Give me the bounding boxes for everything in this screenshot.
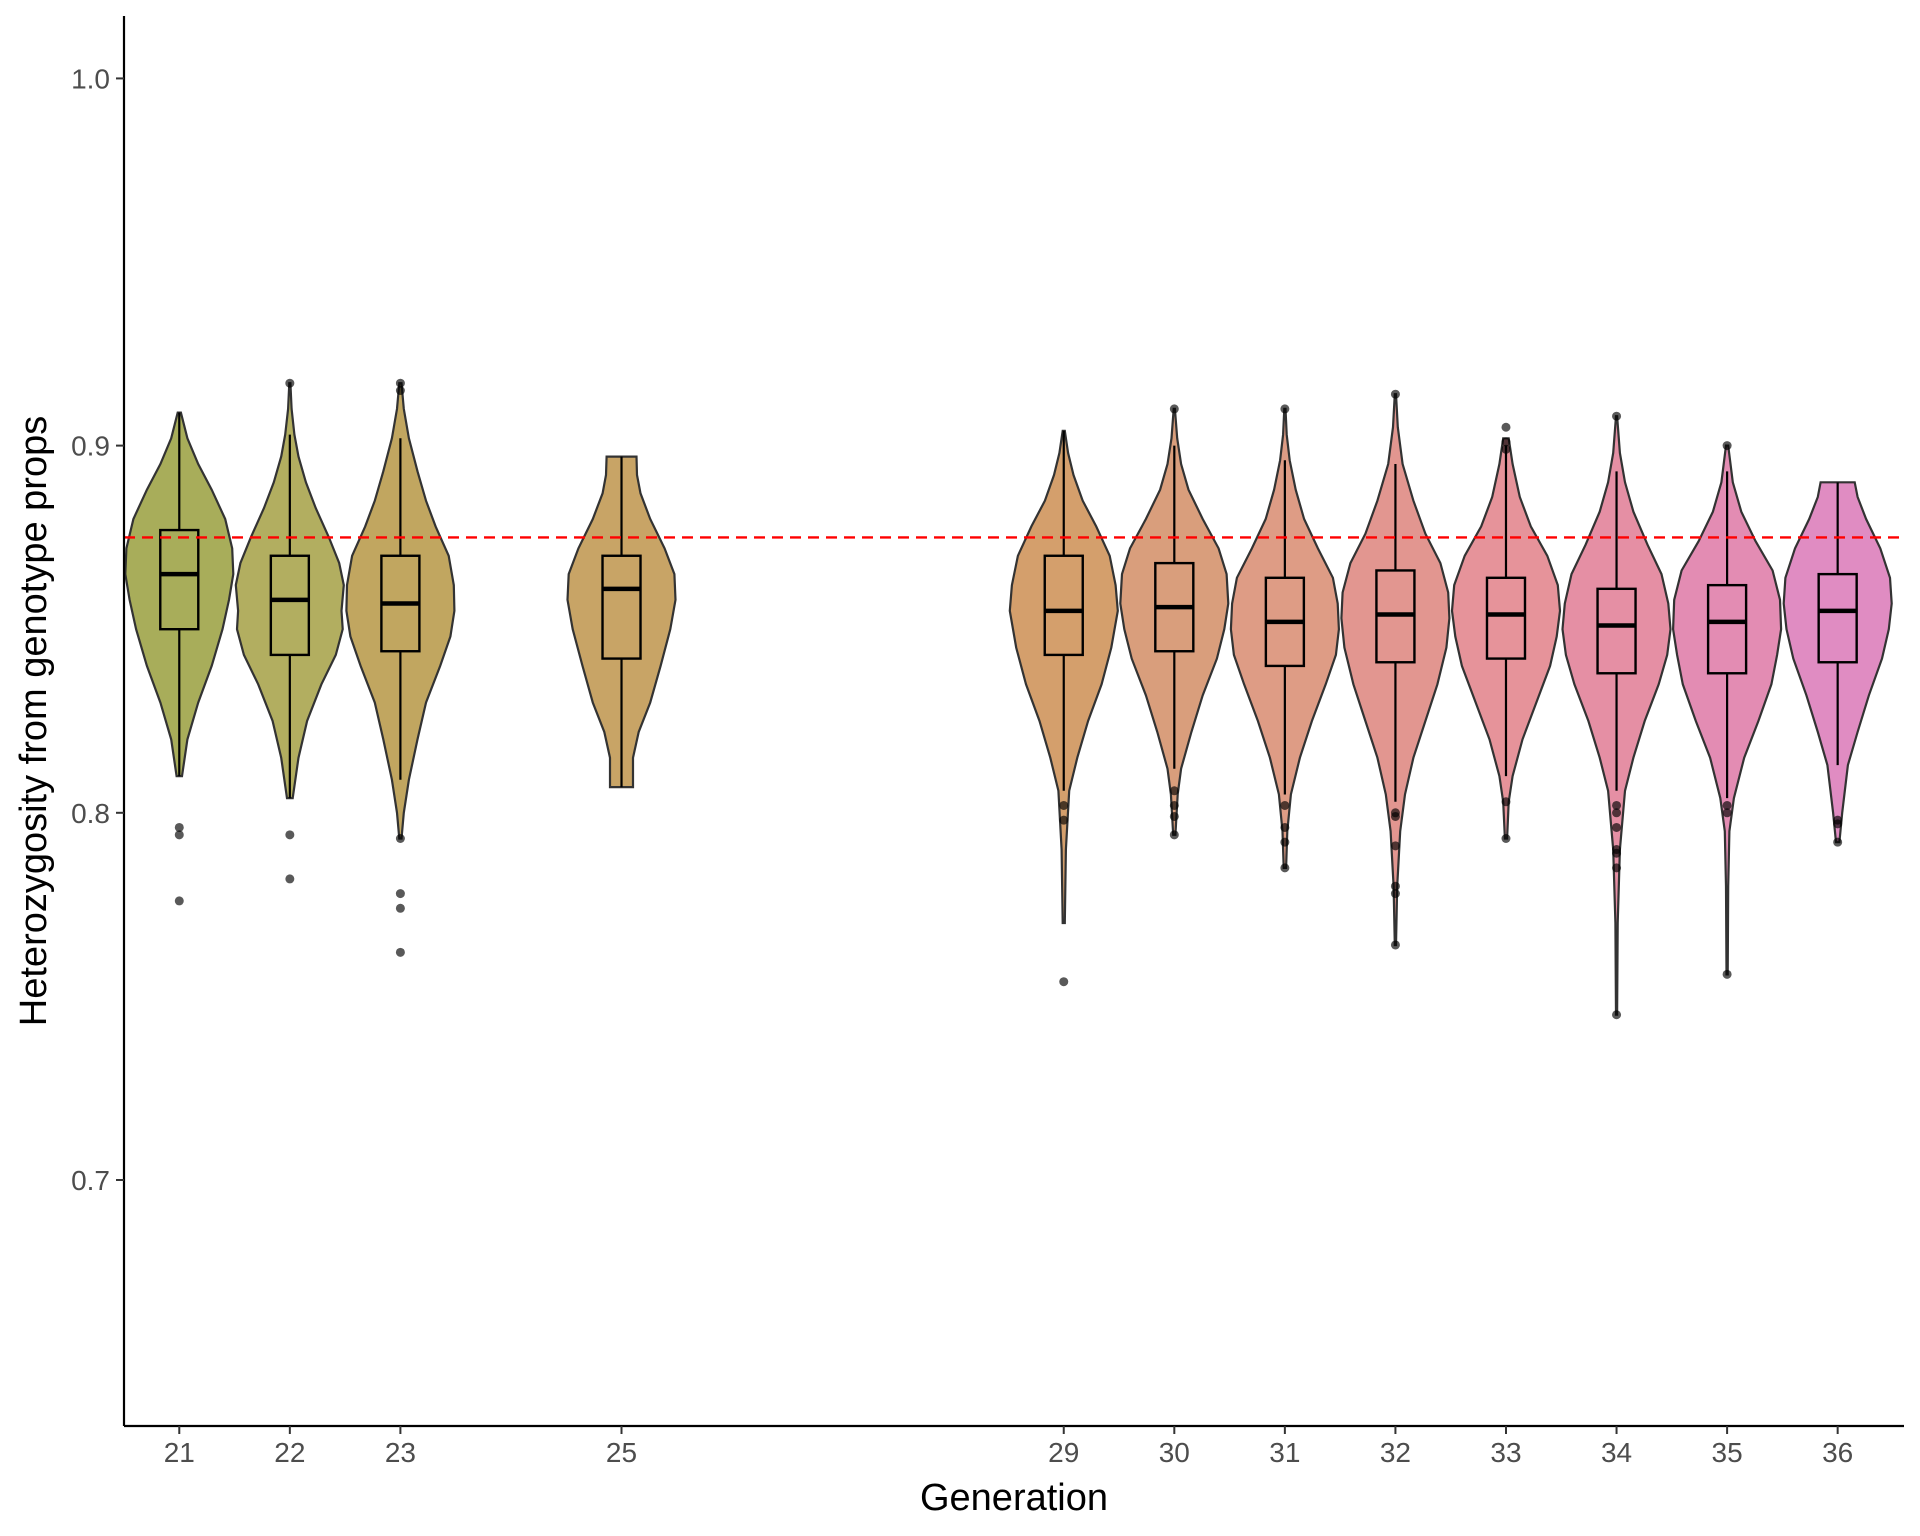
outlier-29-1 [1059, 815, 1069, 825]
x-tick-label: 34 [1601, 1437, 1632, 1468]
outlier-31-2 [1280, 822, 1290, 832]
x-tick-label: 36 [1822, 1437, 1853, 1468]
outlier-32-4 [1390, 881, 1400, 891]
outlier-36-1 [1833, 819, 1843, 829]
outlier-23-4 [395, 903, 405, 913]
outlier-34-2 [1612, 808, 1622, 818]
outlier-33-4 [1501, 834, 1511, 843]
x-ticks: 21 22 23 25 29 30 31 32 33 34 35 36 [164, 1426, 1853, 1468]
outlier-36-2 [1833, 837, 1843, 847]
outlier-35-1 [1722, 800, 1732, 810]
outlier-23-0 [395, 378, 405, 388]
outlier-32-2 [1390, 811, 1400, 821]
box-35 [1706, 583, 1748, 675]
x-tick-label: 23 [385, 1437, 416, 1468]
box-25 [601, 554, 642, 660]
x-tick-label: 33 [1490, 1437, 1521, 1468]
outlier-35-0 [1722, 441, 1732, 451]
outlier-34-5 [1612, 848, 1622, 858]
outlier-35-3 [1722, 969, 1732, 979]
outlier-29-2 [1059, 977, 1069, 987]
box-21 [159, 528, 200, 631]
outlier-32-6 [1390, 940, 1400, 950]
outlier-23-2 [395, 834, 405, 843]
outlier-34-6 [1612, 863, 1622, 873]
outlier-29-0 [1059, 800, 1069, 810]
outlier-22-0 [285, 378, 295, 388]
box-22 [269, 554, 311, 657]
outlier-30-3 [1169, 811, 1179, 821]
outlier-21-0 [174, 822, 184, 832]
outlier-30-4 [1169, 830, 1179, 840]
outlier-34-7 [1612, 1010, 1622, 1020]
violin-layer [124, 382, 1893, 1016]
x-tick-label: 30 [1159, 1437, 1190, 1468]
x-axis-title: Generation [920, 1477, 1108, 1519]
violin-25 [566, 455, 677, 789]
x-tick-label: 25 [606, 1437, 637, 1468]
outlier-33-3 [1501, 797, 1511, 807]
outlier-33-2 [1501, 444, 1511, 454]
outlier-31-1 [1280, 800, 1290, 810]
outlier-23-5 [395, 947, 405, 957]
x-tick-label: 31 [1269, 1437, 1300, 1468]
outlier-layer [174, 378, 1843, 1020]
x-tick-label: 35 [1712, 1437, 1743, 1468]
outlier-23-3 [395, 889, 405, 899]
outlier-34-3 [1612, 822, 1622, 832]
outlier-31-0 [1280, 404, 1290, 414]
box-33 [1485, 576, 1527, 660]
y-tick-label: 1.0 [71, 63, 110, 94]
y-ticks: 0.7 0.8 0.9 1.0 [71, 63, 124, 1196]
box-29 [1043, 554, 1084, 657]
outlier-32-0 [1390, 389, 1400, 399]
outlier-31-4 [1280, 863, 1290, 873]
outlier-35-2 [1722, 808, 1732, 818]
outlier-31-3 [1280, 837, 1290, 847]
x-tick-label: 22 [274, 1437, 305, 1468]
violin-21 [124, 411, 235, 778]
y-tick-label: 0.8 [71, 798, 110, 829]
y-tick-label: 0.7 [71, 1165, 110, 1196]
y-axis-title: Heterozygosity from genotype props [13, 416, 55, 1026]
outlier-23-1 [395, 386, 405, 396]
x-tick-label: 32 [1380, 1437, 1411, 1468]
outlier-22-2 [285, 874, 295, 884]
outlier-30-2 [1169, 800, 1179, 810]
x-tick-label: 29 [1048, 1437, 1079, 1468]
box-34 [1596, 587, 1637, 675]
outlier-22-1 [285, 830, 295, 840]
y-tick-label: 0.9 [71, 431, 110, 462]
outlier-30-0 [1169, 404, 1179, 414]
box-36 [1817, 572, 1858, 664]
outlier-30-1 [1169, 786, 1179, 796]
outlier-21-2 [174, 896, 184, 906]
outlier-33-0 [1501, 422, 1511, 432]
outlier-21-1 [174, 830, 184, 840]
boxplot-layer [159, 412, 1858, 802]
x-tick-label: 21 [164, 1437, 195, 1468]
outlier-32-5 [1390, 889, 1400, 899]
outlier-32-3 [1390, 841, 1400, 851]
outlier-34-1 [1612, 800, 1622, 810]
axes: 0.7 0.8 0.9 1.0 21 22 23 25 29 30 31 32 33 34 35 36 [71, 16, 1904, 1468]
outlier-33-1 [1501, 437, 1511, 447]
outlier-34-0 [1612, 411, 1622, 421]
